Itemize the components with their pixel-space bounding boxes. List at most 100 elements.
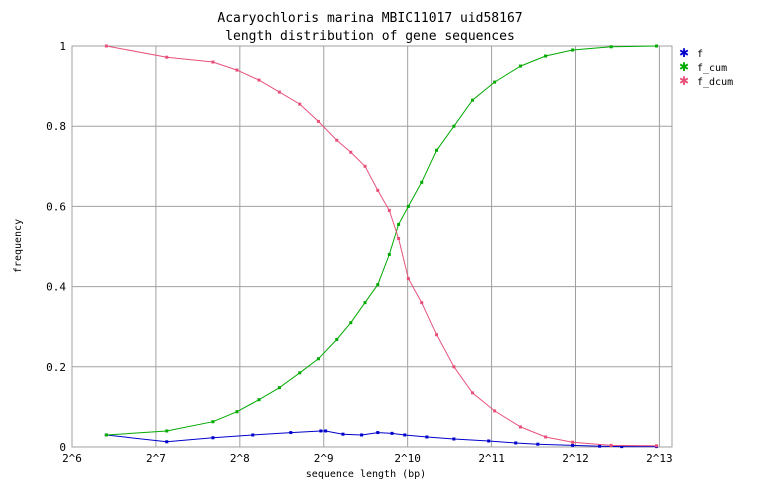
data-point: [598, 444, 602, 448]
data-point: [544, 54, 548, 58]
series-line-f-cum: [106, 45, 657, 436]
series-f-cum: [104, 44, 659, 437]
data-point: [335, 338, 339, 342]
legend-marker-f: ✱: [679, 46, 689, 60]
data-point: [406, 277, 410, 281]
data-point: [316, 357, 320, 361]
data-point: [452, 437, 456, 441]
data-point: [471, 98, 475, 102]
data-point: [211, 60, 215, 64]
data-point: [349, 321, 353, 325]
data-point: [277, 386, 281, 390]
series-line-f-dcum: [106, 45, 657, 447]
data-point: [390, 431, 394, 435]
data-point: [493, 80, 497, 84]
legend-marker-f-dcum: ✱: [679, 74, 689, 88]
data-point: [104, 433, 108, 437]
data-point: [420, 301, 424, 305]
legend-label-f-cum: f_cum: [697, 63, 727, 74]
data-point: [493, 409, 497, 413]
x-tick-label: 2^11: [478, 452, 505, 465]
data-point: [571, 48, 575, 52]
y-tick-label: 0.4: [46, 281, 66, 294]
data-point: [620, 445, 624, 449]
data-point: [211, 436, 215, 440]
data-point: [544, 435, 548, 439]
data-point: [165, 55, 169, 59]
chart-title: Acaryochloris marina MBIC11017 uid58167: [217, 11, 522, 26]
data-point: [257, 78, 261, 82]
data-point: [363, 164, 367, 168]
legend-marker-f-cum: ✱: [679, 60, 689, 74]
data-point: [514, 441, 518, 445]
data-point: [251, 433, 255, 437]
data-point: [452, 124, 456, 128]
data-point: [609, 45, 613, 49]
data-point: [319, 429, 323, 433]
data-point: [420, 180, 424, 184]
data-point: [211, 420, 215, 424]
series-f: [104, 429, 659, 449]
x-axis-label: sequence length (bp): [306, 469, 426, 480]
data-point: [335, 138, 339, 142]
chart-subtitle: length distribution of gene sequences: [225, 29, 515, 44]
data-point: [277, 90, 281, 94]
series-f-dcum: [104, 44, 659, 448]
data-point: [257, 398, 261, 402]
data-point: [165, 440, 169, 444]
data-point: [397, 236, 401, 240]
data-point: [235, 410, 239, 414]
y-tick-label: 0.8: [46, 120, 66, 133]
data-point: [360, 433, 364, 437]
data-point: [655, 444, 659, 448]
data-point: [165, 429, 169, 433]
data-point: [403, 433, 407, 437]
data-point: [376, 431, 380, 435]
data-point: [316, 119, 320, 123]
data-point: [452, 365, 456, 369]
data-point: [425, 435, 429, 439]
data-point: [609, 443, 613, 447]
x-tick-label: 2^6: [62, 452, 82, 465]
x-tick-label: 2^13: [646, 452, 673, 465]
data-point: [518, 64, 522, 68]
x-tick-label: 2^9: [314, 452, 334, 465]
data-point: [571, 440, 575, 444]
data-point: [387, 253, 391, 257]
y-tick-label: 0.2: [46, 361, 66, 374]
data-point: [363, 301, 367, 305]
data-point: [571, 443, 575, 447]
data-point: [655, 44, 659, 48]
data-point: [235, 68, 239, 72]
data-point: [298, 102, 302, 106]
data-point: [341, 432, 345, 436]
data-point: [376, 188, 380, 192]
data-point: [435, 333, 439, 337]
legend-label-f: f: [697, 49, 703, 60]
x-tick-label: 2^8: [230, 452, 250, 465]
data-point: [471, 391, 475, 395]
data-point: [376, 283, 380, 287]
data-point: [298, 371, 302, 375]
y-axis-label: frequency: [13, 219, 24, 273]
data-point: [435, 148, 439, 152]
data-point: [397, 222, 401, 226]
data-point: [349, 150, 353, 154]
plot-frame: [71, 45, 673, 448]
y-tick-label: 0.6: [46, 200, 66, 213]
data-point: [104, 44, 108, 48]
x-tick-label: 2^12: [562, 452, 589, 465]
data-point: [387, 208, 391, 212]
y-tick-label: 0: [59, 441, 66, 454]
data-point: [406, 204, 410, 208]
x-tick-label: 2^10: [394, 452, 421, 465]
data-point: [536, 442, 540, 446]
data-point: [324, 429, 328, 433]
data-point: [518, 425, 522, 429]
x-tick-label: 2^7: [146, 452, 166, 465]
data-point: [289, 431, 293, 435]
y-tick-label: 1: [59, 40, 66, 53]
data-point: [487, 439, 491, 443]
legend-label-f-dcum: f_dcum: [697, 77, 733, 88]
